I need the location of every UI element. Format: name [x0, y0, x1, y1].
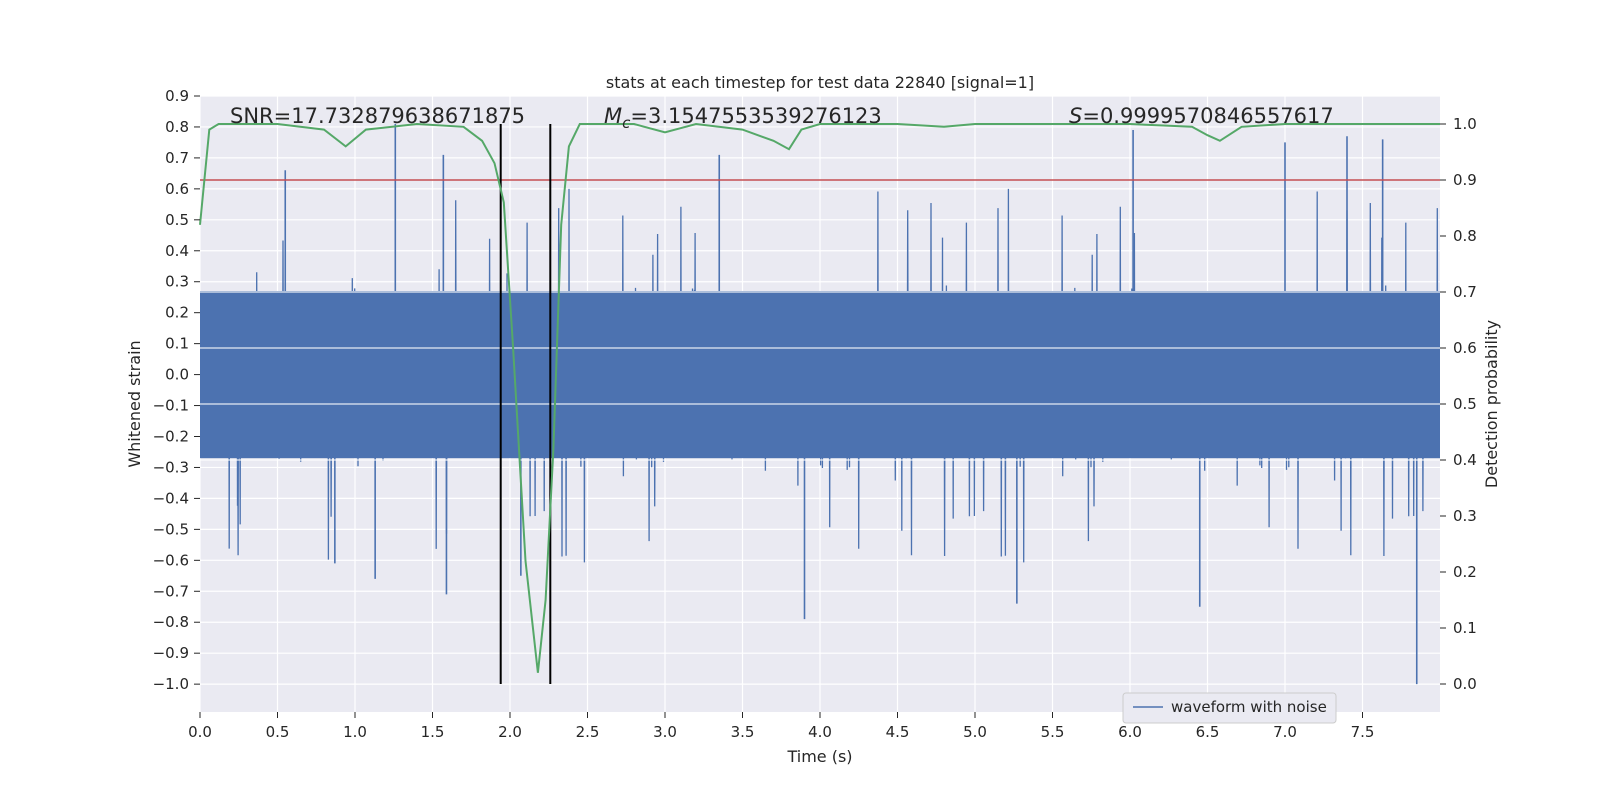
- x-tick-label: 3.0: [653, 723, 677, 741]
- right-y-tick-label: 0.5: [1453, 395, 1477, 413]
- x-axis-title: Time (s): [786, 747, 852, 766]
- x-tick-label: 6.0: [1118, 723, 1142, 741]
- y-tick-label: −1.0: [153, 675, 189, 693]
- x-tick-label: 0.5: [266, 723, 290, 741]
- legend-box: [1122, 692, 1337, 724]
- y-tick-label: 0.2: [165, 304, 189, 322]
- x-tick-label: 7.0: [1273, 723, 1297, 741]
- snr-annotation: SNR=17.732879638671875: [230, 104, 525, 128]
- detection-score-annotation: S=0.9999570846557617: [1069, 104, 1334, 128]
- y-tick-label: −0.4: [153, 489, 189, 507]
- right-y-tick-label: 0.6: [1453, 339, 1477, 357]
- y-tick-label: 0.7: [165, 149, 189, 167]
- y-tick-label: 0.0: [165, 366, 189, 384]
- y-tick-label: −0.2: [153, 428, 189, 446]
- y-axis-title: Whitened strain: [125, 340, 144, 467]
- x-tick-label: 7.5: [1351, 723, 1375, 741]
- right-y-tick-label: 0.0: [1453, 675, 1477, 693]
- right-y-tick-label: 0.4: [1453, 451, 1477, 469]
- x-tick-label: 4.0: [808, 723, 832, 741]
- right-y-tick-label: 0.7: [1453, 283, 1477, 301]
- y-tick-label: −0.7: [153, 582, 189, 600]
- x-tick-label: 3.5: [731, 723, 755, 741]
- right-y-tick-label: 1.0: [1453, 115, 1477, 133]
- right-y-tick-label: 0.1: [1453, 619, 1477, 637]
- right-y-tick-label: 0.8: [1453, 227, 1477, 245]
- x-tick-label: 6.5: [1196, 723, 1220, 741]
- waveform-core-band: [200, 291, 1440, 459]
- x-tick-label: 1.0: [343, 723, 367, 741]
- y-tick-label: −0.6: [153, 551, 189, 569]
- y-tick-label: 0.6: [165, 180, 189, 198]
- right-y-axis: 1.0 0.9 0.8 0.7 0.6 0.5 0.4 0.3 0.2 0.1 0.0: [1440, 115, 1477, 693]
- x-tick-label: 2.5: [576, 723, 600, 741]
- legend: waveform with noise: [1122, 692, 1337, 724]
- x-tick-label: 2.0: [498, 723, 522, 741]
- y-tick-label: 0.9: [165, 87, 189, 105]
- left-y-axis: 0.9 0.8 0.7 0.6 0.5 0.4 0.3 0.2 0.1 0.0 −0.1 −0.2 −0…: [153, 87, 200, 693]
- x-tick-label: 4.5: [886, 723, 910, 741]
- y-tick-label: −0.9: [153, 644, 189, 662]
- y-tick-label: −0.1: [153, 397, 189, 415]
- x-tick-label: 5.0: [963, 723, 987, 741]
- y-tick-label: −0.5: [153, 520, 189, 538]
- right-y-tick-label: 0.9: [1453, 171, 1477, 189]
- x-tick-label: 1.5: [421, 723, 445, 741]
- y-tick-label: 0.5: [165, 211, 189, 229]
- right-y-tick-label: 0.2: [1453, 563, 1477, 581]
- y-tick-label: 0.8: [165, 118, 189, 136]
- legend-label-waveform: waveform with noise: [1171, 698, 1327, 716]
- y-tick-label: 0.1: [165, 335, 189, 353]
- detection-probability-line: [199, 122, 1440, 673]
- y-tick-label: 0.4: [165, 242, 189, 260]
- right-y-tick-label: 0.3: [1453, 507, 1477, 525]
- overlay-series: [199, 122, 1440, 684]
- y-tick-label: −0.8: [153, 613, 189, 631]
- x-tick-label: 0.0: [188, 723, 212, 741]
- y-tick-label: 0.3: [165, 273, 189, 291]
- right-y-axis-title: Detection probability: [1482, 320, 1501, 488]
- x-axis: 0.0 0.5 1.0 1.5 2.0 2.5 3.0 3.5 4.0 4.5 5.0 5.5 6.0 6…: [188, 712, 1374, 741]
- y-tick-label: −0.3: [153, 458, 189, 476]
- x-tick-label: 5.5: [1041, 723, 1065, 741]
- chirp-mass-annotation: Mc=3.1547553539276123: [604, 104, 882, 132]
- waveform-with-noise-series: [200, 123, 1440, 685]
- chart-title: stats at each timestep for test data 228…: [606, 73, 1034, 92]
